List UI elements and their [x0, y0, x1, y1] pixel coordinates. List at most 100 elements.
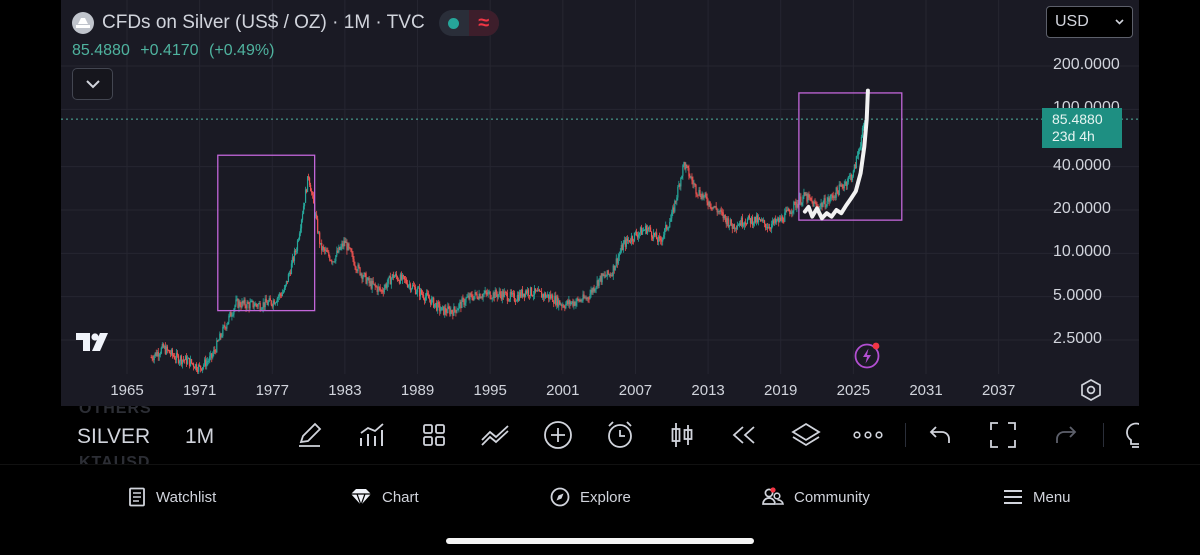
redo-icon[interactable]: [1049, 418, 1083, 452]
candles-icon[interactable]: [665, 418, 699, 452]
candle-body: [179, 356, 182, 362]
symbol-button[interactable]: SILVER: [77, 425, 151, 448]
candle-body: [778, 218, 780, 223]
candle-body: [842, 186, 844, 189]
draw-pen-icon[interactable]: [293, 418, 327, 452]
price-chart[interactable]: [61, 0, 1139, 406]
candle-body: [270, 300, 272, 305]
compare-icon[interactable]: [479, 418, 513, 452]
candle-body: [672, 207, 674, 213]
candle-body: [251, 300, 253, 302]
fullscreen-icon[interactable]: [986, 418, 1020, 452]
candle-body: [734, 228, 736, 230]
candle-body: [340, 246, 342, 250]
candle-body: [197, 370, 199, 372]
alert-clock-icon[interactable]: [603, 418, 637, 452]
candle-body: [205, 359, 207, 367]
candle-body: [741, 217, 743, 226]
candle-body: [558, 300, 560, 307]
replay-rewind-icon[interactable]: [727, 418, 761, 452]
candle-body: [473, 296, 475, 301]
candle-body: [581, 300, 583, 302]
candle-body: [506, 293, 508, 301]
indicators-icon[interactable]: [355, 418, 389, 452]
tab-watchlist[interactable]: Watchlist: [128, 485, 216, 509]
candle-body: [808, 194, 810, 198]
candle-body: [269, 298, 271, 301]
chart-pane[interactable]: [61, 0, 1139, 406]
symbol-legend[interactable]: CFDs on Silver (US$ / OZ) · 1M · TVC ≈: [72, 9, 499, 37]
templates-grid-icon[interactable]: [417, 418, 451, 452]
tab-chart[interactable]: Chart: [350, 485, 419, 509]
candle-body: [416, 288, 419, 293]
candle-body: [291, 257, 294, 264]
candle-body: [703, 195, 705, 198]
ghost-watchlist-below: KTAUSD: [79, 454, 151, 464]
candle-body: [598, 278, 600, 286]
candle-body: [360, 273, 362, 276]
candle-body: [645, 225, 648, 234]
chart-settings-icon[interactable]: [1078, 377, 1104, 403]
legend-collapse-button[interactable]: [72, 68, 113, 100]
annotation-box-2020s[interactable]: [798, 92, 903, 221]
candle-body: [376, 286, 378, 292]
candle-body: [639, 227, 642, 233]
candle-body: [747, 215, 750, 220]
flash-alert-icon[interactable]: [853, 341, 881, 369]
candle-body: [442, 306, 444, 308]
candle-body: [281, 292, 283, 296]
undo-icon[interactable]: [923, 418, 957, 452]
candle-body: [807, 194, 809, 202]
candle-body: [671, 212, 673, 219]
candle-body: [736, 225, 738, 229]
cfd-tilde-icon[interactable]: ≈: [468, 10, 499, 36]
candle-body: [681, 175, 683, 179]
candle-body: [388, 276, 390, 278]
candle-body: [589, 293, 591, 299]
candle-body: [457, 308, 459, 311]
add-plus-icon[interactable]: [541, 418, 575, 452]
tab-community[interactable]: Community: [762, 485, 870, 509]
bulb-icon[interactable]: [1119, 418, 1139, 452]
market-open-icon[interactable]: [439, 10, 469, 36]
candle-body: [700, 196, 702, 199]
candle-body: [583, 294, 585, 299]
candle-body: [856, 155, 858, 157]
candle-body: [151, 357, 153, 360]
candle-body: [772, 220, 774, 224]
candle-body: [208, 360, 210, 362]
market-status-pill[interactable]: ≈: [438, 10, 499, 36]
candle-body: [603, 274, 605, 276]
candle-body: [458, 304, 460, 309]
candle-body: [789, 211, 791, 214]
candle-body: [527, 289, 530, 296]
annotation-box-1970s[interactable]: [217, 154, 316, 312]
candle-body: [499, 291, 501, 295]
tab-menu[interactable]: Menu: [1003, 485, 1071, 509]
candle-body: [231, 315, 233, 317]
tab-explore[interactable]: Explore: [550, 485, 631, 509]
candle-body: [680, 178, 682, 187]
candle-body: [295, 250, 298, 252]
candle-body: [531, 295, 534, 297]
candle-body: [429, 298, 431, 300]
candle-body: [271, 304, 273, 307]
freehand-drawing[interactable]: [802, 88, 870, 221]
interval-button[interactable]: 1M: [185, 425, 215, 448]
candle-body: [515, 300, 518, 302]
symbol-title[interactable]: CFDs on Silver (US$ / OZ) · 1M · TVC: [102, 12, 425, 33]
candle-body: [548, 294, 550, 299]
home-indicator[interactable]: [446, 538, 754, 544]
candle-body: [365, 273, 367, 284]
candle-body: [316, 214, 318, 219]
tradingview-logo-icon[interactable]: [76, 330, 116, 359]
layers-icon[interactable]: [789, 418, 823, 452]
candle-body: [398, 280, 400, 284]
candle-body: [207, 361, 209, 362]
currency-select[interactable]: USD: [1046, 6, 1133, 38]
candle-body: [410, 288, 413, 291]
candle-body: [541, 291, 543, 298]
candle-body: [212, 354, 214, 358]
candle-body: [656, 232, 658, 240]
more-dots-icon[interactable]: [851, 418, 885, 452]
